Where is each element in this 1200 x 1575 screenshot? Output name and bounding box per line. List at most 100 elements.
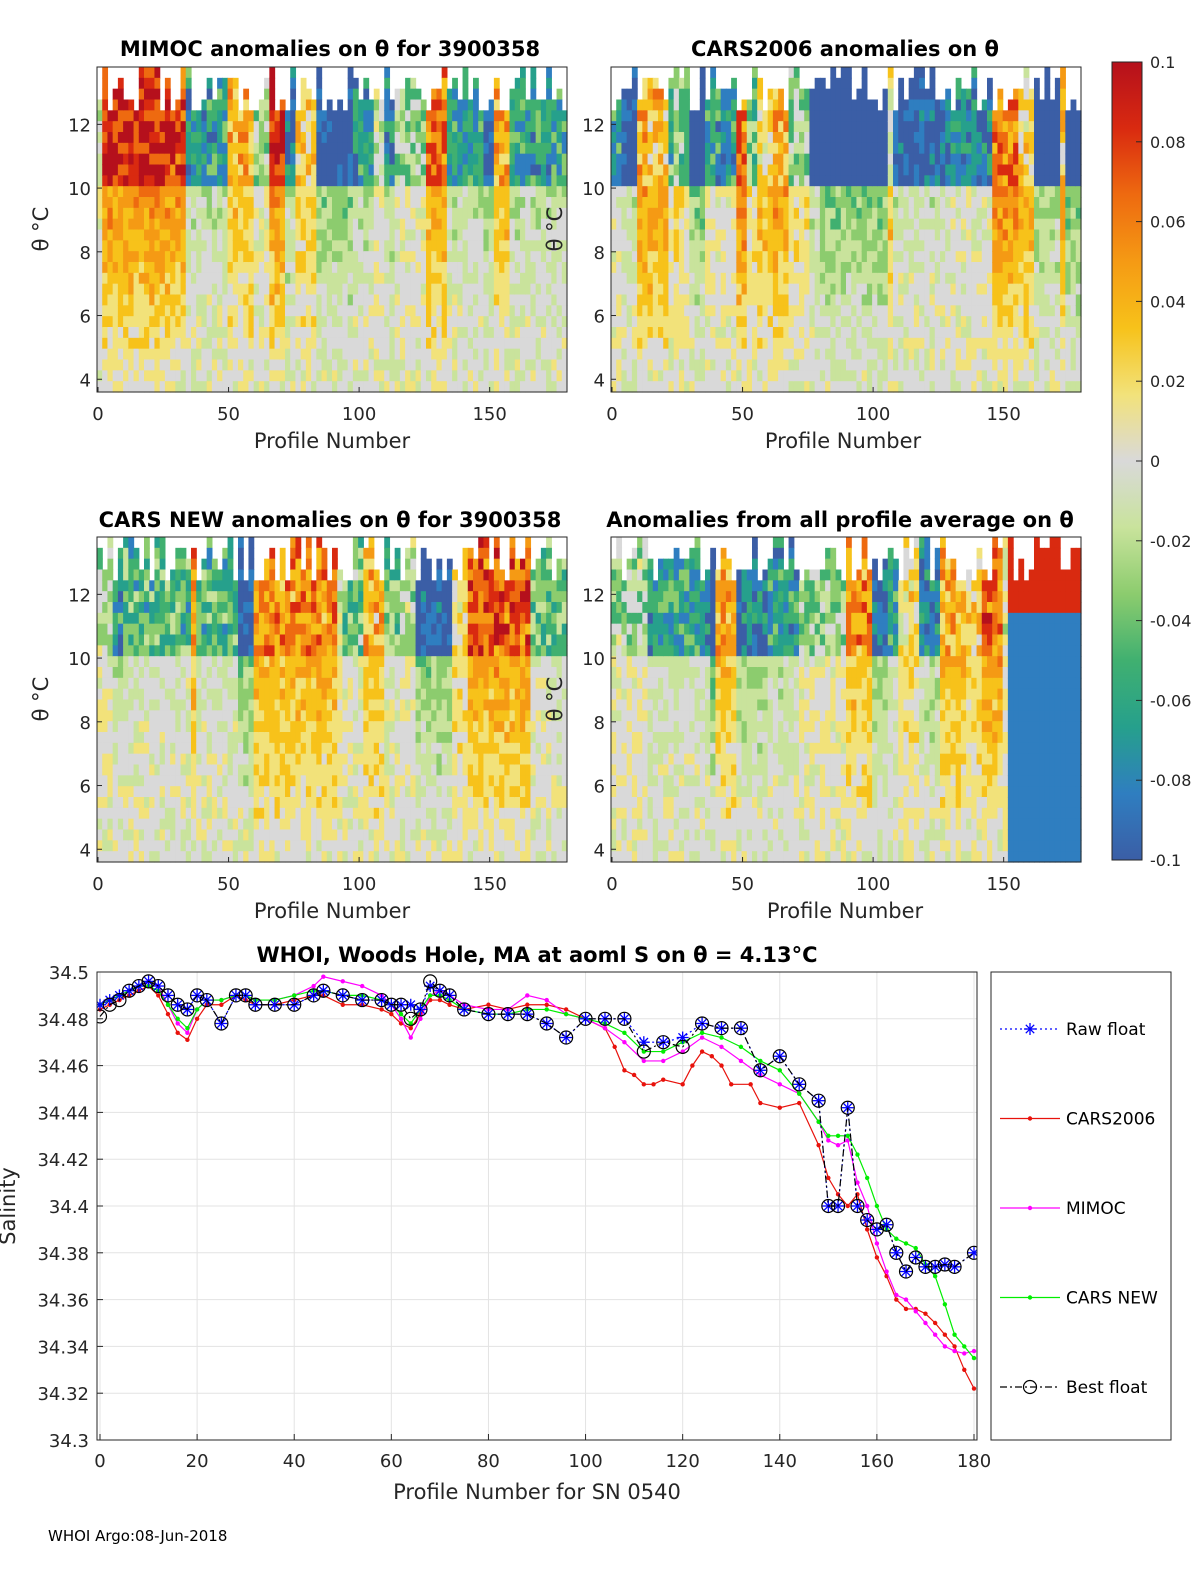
heatmap-cell (185, 67, 192, 79)
heatmap-cell (159, 197, 166, 209)
heatmap-cell (971, 381, 978, 393)
heatmap-cell (731, 337, 737, 350)
heatmap-cell (934, 294, 941, 306)
heatmap-cell (929, 207, 936, 220)
heatmap-cell (919, 251, 925, 263)
heatmap-cell (269, 132, 276, 144)
heatmap-cell (488, 294, 495, 306)
heatmap-cell (637, 175, 643, 187)
heatmap-cell (825, 370, 831, 382)
heatmap-cell (1065, 348, 1072, 361)
heatmap-cell (337, 121, 344, 133)
heatmap-cell (1065, 294, 1072, 306)
heatmap-cell (201, 370, 208, 382)
heatmap-cell (441, 218, 448, 231)
heatmap-cell (285, 327, 291, 339)
heatmap-cell (1034, 77, 1040, 90)
heatmap-cell (955, 381, 962, 393)
heatmap-cell (420, 121, 427, 133)
heatmap-cell (752, 197, 758, 209)
heatmap-cell (762, 186, 769, 198)
heatmap-cell (1023, 153, 1030, 166)
heatmap-cell (337, 164, 344, 176)
heatmap-cell (368, 142, 375, 155)
heatmap-cell (757, 99, 764, 111)
heatmap-cell (814, 121, 821, 133)
heatmap-cell (950, 283, 957, 296)
heatmap-cell (866, 240, 873, 252)
heatmap-cell (473, 153, 479, 166)
heatmap-cell (358, 337, 364, 350)
heatmap-cell (616, 207, 623, 220)
heatmap-cell (180, 110, 187, 122)
heatmap-cell (960, 359, 967, 371)
heatmap-cell (809, 99, 816, 111)
heatmap-cell (1007, 207, 1014, 220)
heatmap-cell (673, 175, 680, 187)
heatmap-cell (316, 359, 323, 371)
heatmap-cell (138, 381, 145, 393)
heatmap-cell (767, 175, 774, 187)
heatmap-cell (232, 132, 239, 144)
heatmap-cell (274, 132, 281, 144)
heatmap-cell (164, 99, 171, 111)
heatmap-cell (410, 132, 417, 144)
heatmap-cell (138, 294, 145, 306)
heatmap-cell (898, 262, 905, 274)
heatmap-cell (191, 370, 197, 382)
heatmap-cell (804, 186, 811, 198)
heatmap-cell (1044, 262, 1051, 274)
heatmap-cell (731, 164, 737, 176)
heatmap-cell (217, 272, 223, 285)
heatmap-cell (321, 186, 328, 198)
heatmap-cell (720, 207, 727, 220)
heatmap-cell (825, 337, 831, 350)
heatmap-cell (684, 153, 690, 166)
heatmap-cell (987, 272, 993, 285)
heatmap-cell (462, 121, 469, 133)
heatmap-cell (337, 348, 344, 361)
heatmap-cell (342, 164, 349, 176)
heatmap-cell (446, 175, 453, 187)
heatmap-cell (149, 67, 156, 79)
heatmap-cell (185, 294, 192, 306)
heatmap-cell (678, 316, 685, 328)
heatmap-cell (415, 251, 422, 263)
heatmap-cell (269, 348, 276, 361)
heatmap-cell (992, 381, 999, 393)
heatmap-cell (647, 359, 654, 371)
heatmap-cell (556, 272, 563, 285)
heatmap-cell (478, 197, 485, 209)
heatmap-cell (699, 294, 706, 306)
heatmap-cell (788, 110, 795, 122)
heatmap-cell (316, 67, 323, 79)
heatmap-cell (149, 186, 156, 198)
heatmap-cell (311, 316, 317, 328)
heatmap-cell (913, 207, 920, 220)
heatmap-cell (866, 110, 873, 122)
heatmap-cell (793, 142, 800, 155)
heatmap-cell (809, 305, 816, 317)
heatmap-cell (258, 229, 265, 241)
heatmap-cell (689, 207, 696, 220)
heatmap-cell (405, 272, 411, 285)
heatmap-cell (647, 153, 654, 166)
heatmap-cell (170, 348, 176, 361)
heatmap-cell (191, 348, 197, 361)
heatmap-cell (825, 186, 831, 198)
heatmap-cell (478, 132, 485, 144)
heatmap-cell (253, 153, 260, 166)
heatmap-cell (637, 186, 643, 198)
heatmap-cell (621, 327, 628, 339)
heatmap-cell (940, 186, 946, 198)
heatmap-cell (710, 316, 717, 328)
heatmap-cell (960, 88, 967, 101)
heatmap-cell (872, 153, 878, 166)
heatmap-cell (384, 197, 391, 209)
heatmap-cell (647, 99, 654, 111)
heatmap-cell (950, 370, 957, 382)
heatmap-cell (488, 381, 495, 393)
heatmap-cell (919, 197, 925, 209)
heatmap-cell (663, 294, 670, 306)
heatmap-cell (149, 262, 156, 274)
